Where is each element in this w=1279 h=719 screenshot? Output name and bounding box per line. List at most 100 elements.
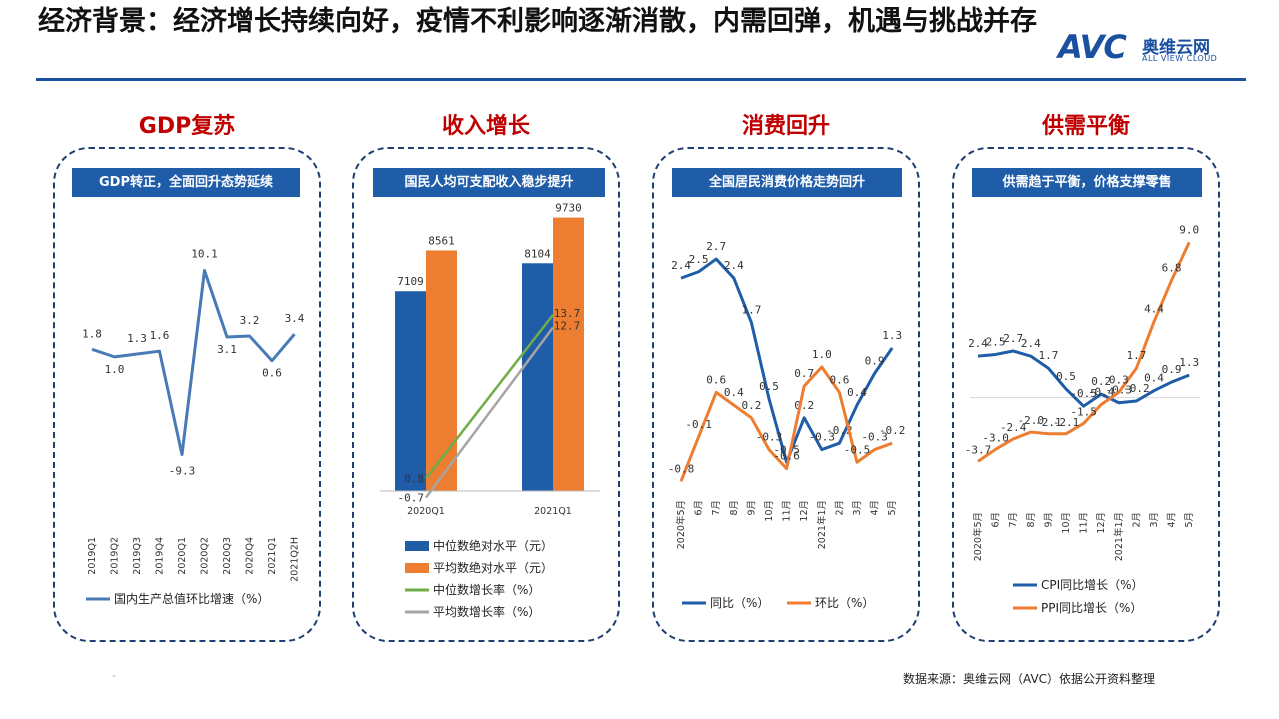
sd-legend-ppi-label: PPI同比增长（%） [1041, 601, 1142, 615]
cpi-x-tick-label: 4月 [870, 500, 881, 516]
cpi-data-label: 2.7 [706, 240, 726, 253]
gdp-x-tick-label: 2019Q1 [87, 537, 98, 575]
cpi-data-label: 0.4 [724, 386, 744, 399]
cpi-x-tick-label: 9月 [746, 500, 757, 516]
gdp-x-tick-label: 2019Q2 [110, 537, 121, 575]
cpi-data-label: 0.9 [865, 354, 885, 367]
sd-data-label: 2.4 [968, 337, 988, 350]
gdp-data-label: 3.2 [240, 314, 260, 327]
income-bar [553, 217, 584, 491]
sd-data-label: 0.9 [1162, 363, 1182, 376]
cpi-x-tick-label: 11月 [782, 500, 793, 522]
gdp-x-tick-label: 2020Q4 [245, 537, 256, 575]
sd-data-label: -0.5 [1070, 387, 1097, 400]
gdp-x-tick-label: 2019Q4 [155, 537, 166, 575]
sd-series-line [977, 349, 1190, 408]
sd-data-label: 0.4 [1144, 372, 1164, 385]
sd-x-tick-label: 4月 [1167, 512, 1178, 528]
banner-consumption: 全国居民消费价格走势回升 [672, 168, 902, 197]
gdp-series-line [91, 269, 296, 457]
sd-data-label: -2.0 [1018, 414, 1045, 427]
gdp-data-label: 3.4 [285, 312, 305, 325]
page-title: 经济背景：经济增长持续向好，疫情不利影响逐渐消散，内需回弹，机遇与挑战并存 [38, 6, 1037, 37]
gdp-data-label: -9.3 [169, 465, 196, 478]
cpi-data-label: -0.2 [826, 424, 853, 437]
logo-name-cn: 奥维云网 [1142, 38, 1210, 58]
sd-x-tick-label: 9月 [1043, 512, 1054, 528]
gdp-data-label: 0.6 [262, 367, 282, 380]
income-growth-label: 12.7 [554, 320, 581, 333]
cpi-x-tick-label: 2021年1月 [816, 500, 828, 549]
cpi-x-tick-label: 10月 [764, 500, 775, 522]
income-legend-label: 平均数绝对水平（元） [433, 560, 553, 575]
cpi-legend-yoy-label: 同比（%） [710, 596, 769, 610]
cpi-data-label: 0.6 [829, 373, 849, 386]
gdp-x-tick-label: 2020Q3 [222, 537, 233, 575]
sd-data-label: -2.4 [1000, 421, 1027, 434]
sd-data-label: 1.7 [1126, 349, 1146, 362]
sd-x-tick-label: 8月 [1026, 512, 1037, 528]
sd-x-tick-label: 12月 [1096, 512, 1107, 534]
cpi-data-label: 2.5 [689, 253, 709, 266]
sd-data-label: -2.1 [1035, 416, 1062, 429]
banner-income: 国民人均可支配收入稳步提升 [373, 168, 605, 197]
gdp-x-tick-label: 2021Q2H [290, 537, 301, 582]
cpi-x-tick-label: 2月 [834, 500, 845, 516]
banner-gdp: GDP转正，全面回升态势延续 [72, 168, 300, 197]
sd-data-label: 0.2 [1091, 375, 1111, 388]
sd-data-label: 2.7 [1003, 332, 1023, 345]
cpi-x-tick-label: 2020年5月 [675, 500, 687, 549]
gdp-data-label: 1.8 [82, 327, 102, 340]
panel-supply-demand [952, 147, 1220, 642]
income-legend-label: 中位数增长率（%） [433, 582, 540, 597]
cpi-x-tick-label: 7月 [711, 500, 722, 516]
cpi-data-label: 0.5 [759, 380, 779, 393]
income-bar-label: 9730 [555, 202, 582, 215]
cpi-data-label: -0.5 [773, 443, 800, 456]
income-growth-line [424, 326, 555, 499]
panel-income [352, 147, 620, 642]
sd-x-tick-label: 2021年1月 [1113, 512, 1125, 561]
cpi-data-label: -0.2 [879, 424, 906, 437]
cpi-data-label: 0.7 [794, 367, 814, 380]
cpi-data-label: -0.3 [756, 431, 783, 444]
income-bar-label: 8104 [524, 247, 551, 260]
income-growth-label: 0.8 [404, 472, 424, 485]
section-title-income: 收入增长 [441, 114, 530, 139]
cpi-data-label: -0.1 [685, 418, 712, 431]
income-legend-swatch [405, 541, 429, 551]
income-growth-line [425, 314, 554, 480]
title-divider [36, 78, 1246, 81]
sd-x-tick-label: 3月 [1149, 512, 1160, 528]
gdp-data-label: 1.3 [127, 332, 147, 345]
cpi-data-label: 1.7 [741, 304, 761, 317]
section-title-gdp: GDP复苏 [138, 114, 236, 139]
cpi-data-label: 0.2 [741, 399, 761, 412]
cpi-x-tick-label: 3月 [852, 500, 863, 516]
income-growth-label: -0.7 [398, 491, 425, 504]
sd-data-label: 0.3 [1109, 373, 1129, 386]
cpi-data-label: 1.0 [812, 348, 832, 361]
cpi-series-line [679, 365, 893, 482]
cpi-data-label: 0.4 [847, 386, 867, 399]
sd-data-label: 0.5 [1056, 370, 1076, 383]
panel-gdp [53, 147, 321, 642]
income-legend-label: 平均数增长率（%） [433, 604, 540, 619]
gdp-data-label: 1.6 [150, 329, 170, 342]
gdp-legend-label: 国内生产总值环比增速（%） [114, 591, 269, 606]
cpi-data-label: -0.3 [809, 431, 836, 444]
gdp-x-tick-label: 2019Q3 [132, 537, 143, 575]
sd-data-label: 9.0 [1179, 223, 1199, 236]
cpi-data-label: 0.6 [706, 373, 726, 386]
sd-data-label: 2.4 [1021, 337, 1041, 350]
gdp-x-tick-label: 2020Q1 [177, 537, 188, 575]
gdp-data-label: 10.1 [191, 248, 218, 261]
logo-mark: AVC [1058, 28, 1127, 66]
cpi-data-label: 2.4 [671, 259, 691, 272]
cpi-x-tick-label: 6月 [694, 500, 705, 516]
income-bar-label: 8561 [428, 234, 455, 247]
sd-data-label: 2.5 [986, 335, 1006, 348]
cpi-data-label: 0.2 [794, 399, 814, 412]
income-legend-swatch [405, 563, 429, 573]
income-legend-label: 中位数绝对水平（元） [433, 538, 553, 553]
